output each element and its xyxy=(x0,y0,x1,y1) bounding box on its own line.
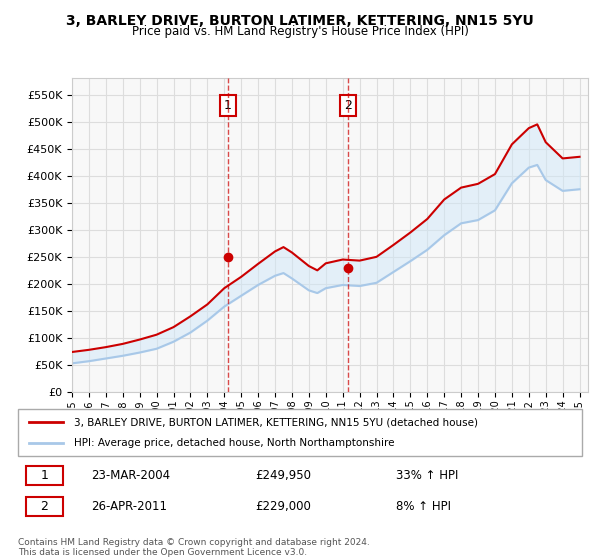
Text: Price paid vs. HM Land Registry's House Price Index (HPI): Price paid vs. HM Land Registry's House … xyxy=(131,25,469,38)
Text: 8% ↑ HPI: 8% ↑ HPI xyxy=(396,500,451,513)
Text: 26-APR-2011: 26-APR-2011 xyxy=(91,500,167,513)
Text: £249,950: £249,950 xyxy=(255,469,311,482)
FancyBboxPatch shape xyxy=(26,497,63,516)
Text: 1: 1 xyxy=(41,469,49,482)
Text: 2: 2 xyxy=(344,99,352,112)
Text: 3, BARLEY DRIVE, BURTON LATIMER, KETTERING, NN15 5YU: 3, BARLEY DRIVE, BURTON LATIMER, KETTERI… xyxy=(66,14,534,28)
FancyBboxPatch shape xyxy=(18,409,582,456)
Text: 23-MAR-2004: 23-MAR-2004 xyxy=(91,469,170,482)
Text: HPI: Average price, detached house, North Northamptonshire: HPI: Average price, detached house, Nort… xyxy=(74,438,395,448)
Text: 3, BARLEY DRIVE, BURTON LATIMER, KETTERING, NN15 5YU (detached house): 3, BARLEY DRIVE, BURTON LATIMER, KETTERI… xyxy=(74,417,478,427)
Text: Contains HM Land Registry data © Crown copyright and database right 2024.
This d: Contains HM Land Registry data © Crown c… xyxy=(18,538,370,557)
Text: 2: 2 xyxy=(41,500,49,513)
Text: £229,000: £229,000 xyxy=(255,500,311,513)
Text: 33% ↑ HPI: 33% ↑ HPI xyxy=(396,469,458,482)
Text: 1: 1 xyxy=(224,99,232,112)
FancyBboxPatch shape xyxy=(26,466,63,485)
